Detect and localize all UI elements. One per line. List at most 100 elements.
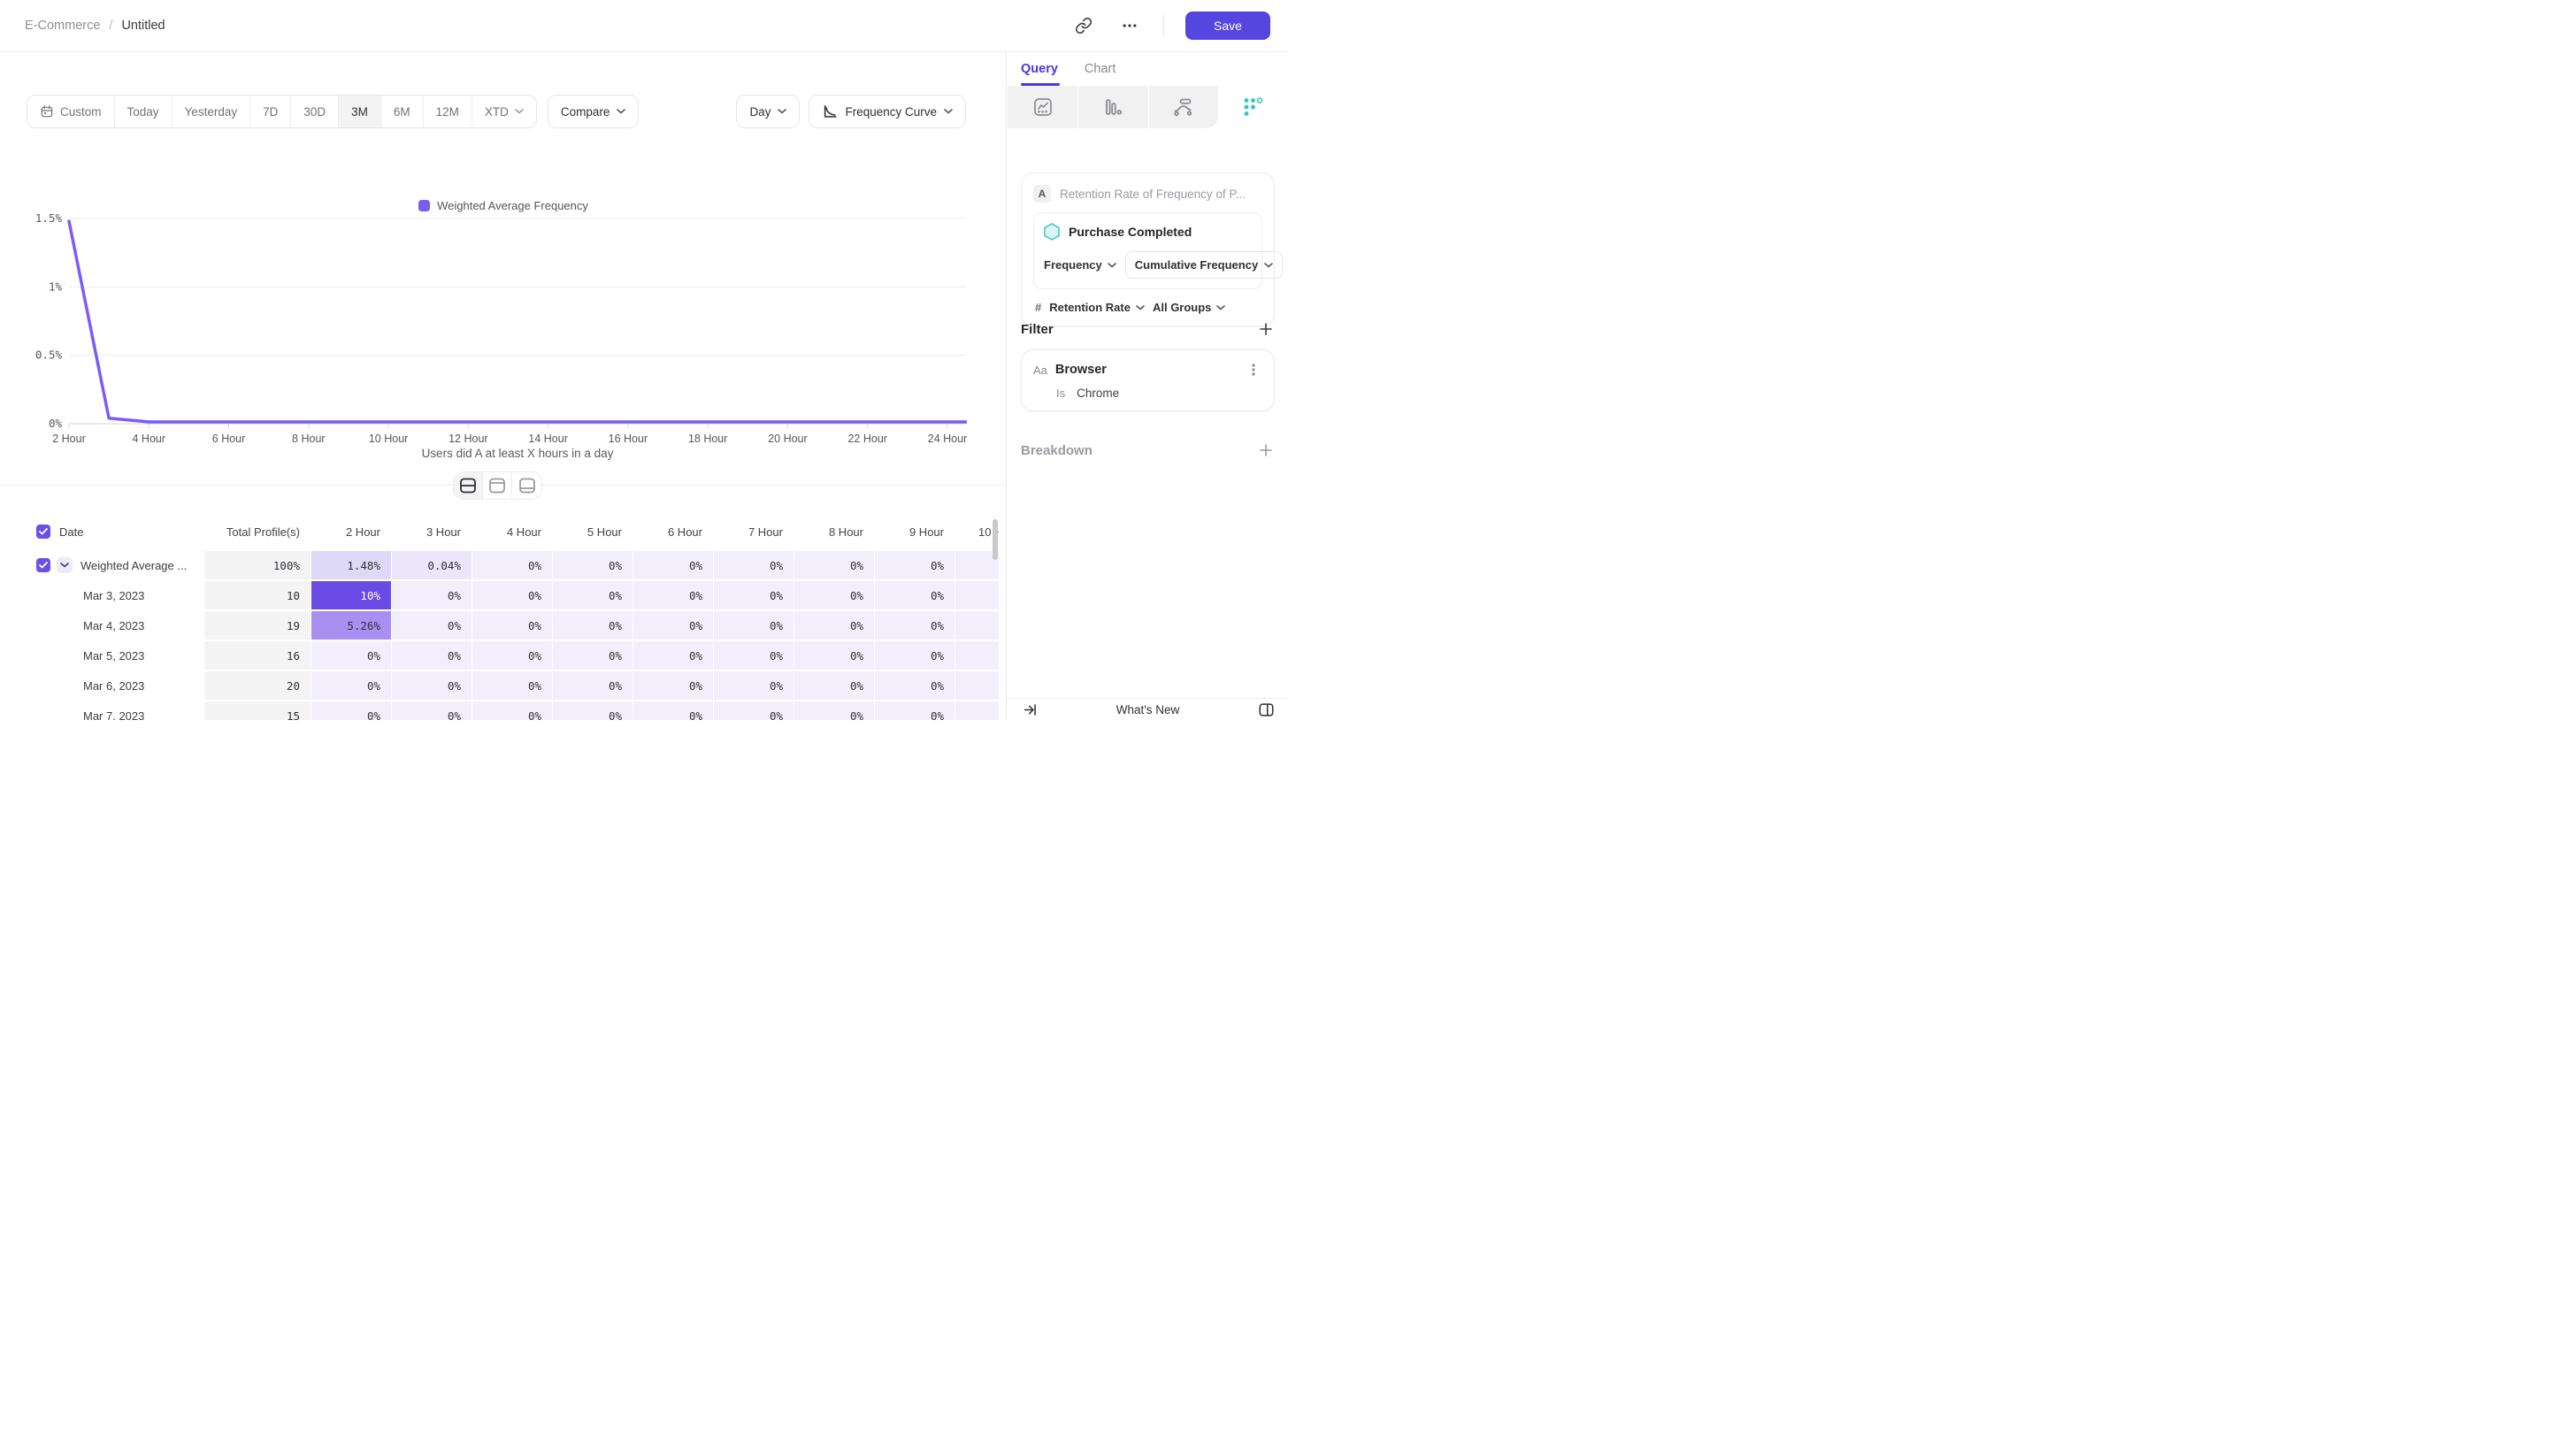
header-2-hour[interactable]: 2 Hour <box>345 525 380 539</box>
retention-cell[interactable]: 0% <box>311 641 391 670</box>
split-panel-icon[interactable] <box>1256 700 1276 719</box>
retention-cell[interactable]: 0% <box>794 551 874 579</box>
retention-cell[interactable]: 0% <box>392 701 472 720</box>
report-type-flows-button[interactable] <box>1148 86 1218 128</box>
retention-cell[interactable]: 0% <box>794 671 874 700</box>
retention-cell[interactable]: 0% <box>311 671 391 700</box>
compare-button[interactable]: Compare <box>547 95 640 128</box>
retention-cell[interactable]: 0% <box>633 641 713 670</box>
share-link-icon[interactable] <box>1071 13 1096 38</box>
groups-dropdown[interactable]: All Groups <box>1153 301 1226 314</box>
total-profiles-cell[interactable]: 10 <box>204 581 310 609</box>
granularity-dropdown[interactable]: Day <box>736 95 801 128</box>
retention-cell[interactable]: 0% <box>714 641 794 670</box>
retention-cell[interactable]: 0% <box>794 641 874 670</box>
report-type-retention-button[interactable] <box>1218 86 1288 128</box>
retention-cell[interactable]: 0% <box>472 671 552 700</box>
retention-cell[interactable]: 0% <box>553 701 632 720</box>
retention-cell[interactable]: 0% <box>875 641 954 670</box>
measure-dropdown[interactable]: Frequency <box>1044 258 1116 272</box>
retention-cell[interactable] <box>955 611 999 640</box>
save-button[interactable]: Save <box>1185 11 1270 40</box>
retention-cell[interactable]: 10% <box>311 581 391 609</box>
retention-cell[interactable]: 0% <box>875 581 954 609</box>
retention-cell[interactable]: 0% <box>553 581 632 609</box>
retention-cell[interactable]: 0% <box>633 611 713 640</box>
total-profiles-cell[interactable]: 15 <box>204 701 310 720</box>
retention-cell[interactable]: 0% <box>472 701 552 720</box>
range-7d-button[interactable]: 7D <box>250 96 292 127</box>
retention-cell[interactable]: 0% <box>714 671 794 700</box>
total-profiles-cell[interactable]: 100% <box>204 551 310 579</box>
retention-cell[interactable]: 0% <box>633 671 713 700</box>
retention-cell[interactable]: 0% <box>472 611 552 640</box>
chart-only-view-button[interactable] <box>483 472 512 499</box>
collapse-panel-icon[interactable] <box>1020 700 1039 719</box>
report-type-funnels-button[interactable] <box>1077 86 1147 128</box>
row-checkbox[interactable] <box>36 525 50 539</box>
retention-cell[interactable]: 0% <box>472 581 552 609</box>
retention-cell[interactable]: 0% <box>714 581 794 609</box>
metric-dropdown[interactable]: Retention Rate <box>1049 301 1145 314</box>
add-breakdown-button[interactable] <box>1257 441 1275 459</box>
add-filter-button[interactable] <box>1257 320 1275 338</box>
split-view-button[interactable] <box>454 472 483 499</box>
filter-operator[interactable]: Is <box>1056 387 1066 400</box>
report-type-insights-button[interactable] <box>1008 86 1077 128</box>
header-7-hour[interactable]: 7 Hour <box>748 525 783 539</box>
event-name[interactable]: Purchase Completed <box>1069 225 1192 239</box>
retention-cell[interactable]: 0% <box>392 671 472 700</box>
range-30d-button[interactable]: 30D <box>291 96 340 127</box>
header-6-hour[interactable]: 6 Hour <box>667 525 702 539</box>
retention-cell[interactable] <box>955 641 999 670</box>
header-4-hour[interactable]: 4 Hour <box>506 525 541 539</box>
retention-cell[interactable]: 0% <box>392 581 472 609</box>
filter-property[interactable]: Browser <box>1054 363 1107 377</box>
table-only-view-button[interactable] <box>512 472 541 499</box>
retention-cell[interactable]: 0.04% <box>392 551 472 579</box>
total-profiles-cell[interactable]: 16 <box>204 641 310 670</box>
expand-row-button[interactable] <box>57 557 73 573</box>
retention-cell[interactable]: 0% <box>472 551 552 579</box>
measure-value-dropdown[interactable]: Cumulative Frequency <box>1124 251 1284 279</box>
breadcrumb-report-title[interactable]: Untitled <box>121 19 165 33</box>
retention-cell[interactable]: 0% <box>392 641 472 670</box>
range-yesterday-button[interactable]: Yesterday <box>172 96 251 127</box>
retention-cell[interactable]: 5.26% <box>311 611 391 640</box>
whats-new-link[interactable]: What's New <box>1116 702 1180 716</box>
retention-cell[interactable]: 0% <box>553 671 632 700</box>
retention-cell[interactable]: 0% <box>794 581 874 609</box>
retention-cell[interactable]: 0% <box>875 701 954 720</box>
filter-options-kebab-icon[interactable] <box>1245 361 1262 379</box>
range-6m-button[interactable]: 6M <box>381 96 424 127</box>
retention-cell[interactable]: 0% <box>794 701 874 720</box>
retention-cell[interactable] <box>955 701 999 720</box>
retention-cell[interactable]: 0% <box>794 611 874 640</box>
retention-cell[interactable]: 0% <box>633 551 713 579</box>
header-3-hour[interactable]: 3 Hour <box>426 525 461 539</box>
table-vertical-scrollbar[interactable] <box>993 519 998 560</box>
retention-cell[interactable]: 0% <box>553 551 632 579</box>
retention-cell[interactable]: 0% <box>875 551 954 579</box>
header-8-hour[interactable]: 8 Hour <box>828 525 863 539</box>
range-today-button[interactable]: Today <box>115 96 172 127</box>
range-3m-button[interactable]: 3M <box>339 96 381 127</box>
range-xtd-button[interactable]: XTD <box>472 96 536 127</box>
retention-cell[interactable] <box>955 551 999 579</box>
row-checkbox[interactable] <box>36 558 50 572</box>
filter-value[interactable]: Chrome <box>1077 387 1120 400</box>
retention-cell[interactable]: 0% <box>633 701 713 720</box>
retention-cell[interactable]: 1.48% <box>311 551 391 579</box>
header-5-hour[interactable]: 5 Hour <box>586 525 622 539</box>
total-profiles-cell[interactable]: 20 <box>204 671 310 700</box>
retention-cell[interactable]: 0% <box>875 611 954 640</box>
range-12m-button[interactable]: 12M <box>424 96 472 127</box>
total-profiles-cell[interactable]: 19 <box>204 611 310 640</box>
retention-cell[interactable] <box>955 671 999 700</box>
retention-cell[interactable] <box>955 581 999 609</box>
more-options-icon[interactable] <box>1117 13 1142 38</box>
retention-cell[interactable]: 0% <box>714 551 794 579</box>
tab-chart[interactable]: Chart <box>1084 62 1116 76</box>
retention-cell[interactable]: 0% <box>553 611 632 640</box>
retention-cell[interactable]: 0% <box>875 671 954 700</box>
